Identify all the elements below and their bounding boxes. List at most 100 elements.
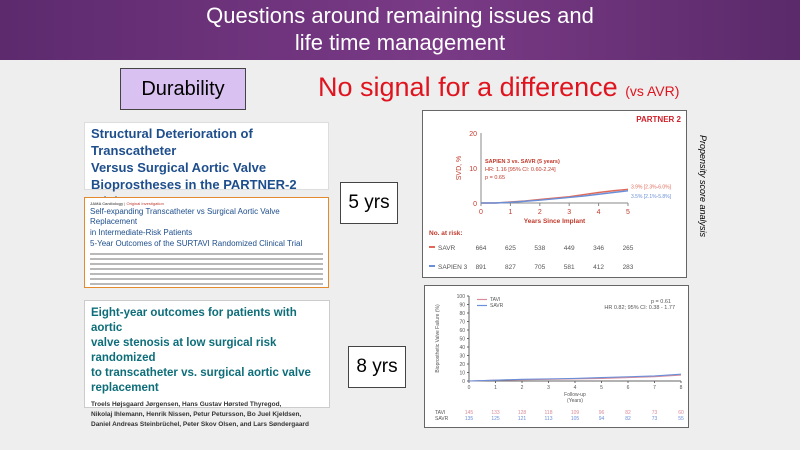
at-risk-row-name: SAVR <box>435 416 449 422</box>
y-tick-label: 80 <box>459 311 465 317</box>
at-risk-label: No. at risk: <box>429 230 463 237</box>
at-risk-value: 128 <box>518 410 527 416</box>
x-tick-label: 6 <box>627 385 630 391</box>
at-risk-value: 82 <box>625 410 631 416</box>
no-signal-small: (vs AVR) <box>625 83 680 99</box>
at-risk-value: 705 <box>534 264 545 271</box>
y-tick-label: 70 <box>459 320 465 326</box>
y-tick-label: 10 <box>469 166 477 173</box>
chart-partner2-svg: PARTNER 2 0 10 20 0 1 2 3 4 5 SVD, % Years Since Im… <box>429 115 682 271</box>
chart-notion: 0 10 20 30 40 50 60 70 80 90 100 0 1 2 3 4 5 6 7 8 Bioprosth… <box>424 285 689 428</box>
at-risk-value: 827 <box>505 264 516 271</box>
paper-title-line: in Intermediate-Risk Patients <box>90 228 193 237</box>
at-risk-value: 265 <box>623 245 634 252</box>
at-risk-value: 73 <box>652 410 658 416</box>
at-risk-value: 73 <box>652 416 658 422</box>
x-tick-label: 0 <box>468 385 471 391</box>
x-tick-label: 5 <box>600 385 603 391</box>
y-tick-label: 20 <box>459 362 465 368</box>
x-tick-label: 3 <box>567 209 571 216</box>
series-end-label: 3.9% [2.3%-6.0%] <box>631 184 672 190</box>
at-risk-value: 283 <box>623 264 634 271</box>
paper-notion-8yr: Eight-year outcomes for patients with ao… <box>84 300 330 428</box>
y-tick-label: 30 <box>459 354 465 360</box>
y-tick-label: 90 <box>459 303 465 309</box>
chart-partner2: PARTNER 2 0 10 20 0 1 2 3 4 5 SVD, % Years Since Im… <box>422 110 687 278</box>
at-risk-row-name: SAVR <box>438 245 456 252</box>
at-risk-value: 96 <box>599 410 605 416</box>
at-risk-row-name: TAVI <box>435 410 445 416</box>
x-tick-label: 7 <box>653 385 656 391</box>
legend-label: TAVI <box>490 297 500 303</box>
paper-title-line: Structural Deterioration of Transcathete… <box>91 126 253 158</box>
x-axis-label: (Years) <box>567 398 583 404</box>
author-line: Daniel Andreas Steinbrüchel, Peter Skov … <box>91 421 309 428</box>
x-tick-label: 1 <box>508 209 512 216</box>
paper-title-line: 5-Year Outcomes of the SURTAVI Randomize… <box>90 239 303 248</box>
x-tick-label: 4 <box>597 209 601 216</box>
series-end-label: 3.5% [2.1%-5.8%] <box>631 194 672 200</box>
y-tick-label: 0 <box>462 379 465 385</box>
at-risk-value: 109 <box>571 410 580 416</box>
y-tick-label: 20 <box>469 131 477 138</box>
y-tick-label: 40 <box>459 345 465 351</box>
header-line-2: life time management <box>294 30 506 55</box>
journal-tag: Original Investigation <box>126 201 164 206</box>
x-axis-label: Years Since Implant <box>524 218 586 225</box>
eight-years-label: 8 yrs <box>348 346 406 388</box>
x-tick-label: 3 <box>547 385 550 391</box>
author-line: Troels Højsgaard Jørgensen, Hans Gustav … <box>91 401 282 408</box>
x-tick-label: 0 <box>479 209 483 216</box>
x-tick-label: 2 <box>538 209 542 216</box>
paper-title-line: valve stenosis at low surgical risk rand… <box>91 337 277 364</box>
chart-annotation: p = 0.65 <box>485 175 505 181</box>
at-risk-value: 55 <box>678 416 684 422</box>
journal-name: JAMA Cardiology <box>90 201 124 206</box>
at-risk-value: 538 <box>534 245 545 252</box>
at-risk-value: 145 <box>465 410 474 416</box>
y-axis-label: SVD, % <box>456 156 463 181</box>
y-tick-label: 10 <box>459 371 465 377</box>
series-line-savr <box>481 188 629 204</box>
x-tick-label: 2 <box>521 385 524 391</box>
header-line-1: Questions around remaining issues and <box>206 3 594 28</box>
at-risk-value: 412 <box>593 264 604 271</box>
author-placeholder-lines <box>90 253 323 285</box>
chart-annotation: SAPIEN 3 vs. SAVR (5 years) <box>485 159 560 165</box>
at-risk-value: 664 <box>476 245 487 252</box>
at-risk-value: 581 <box>564 264 575 271</box>
durability-label: Durability <box>120 68 246 110</box>
at-risk-value: 449 <box>564 245 575 252</box>
paper-title-line: to transcatheter vs. surgical aortic val… <box>91 367 311 379</box>
at-risk-value: 82 <box>625 416 631 422</box>
chart-title: PARTNER 2 <box>636 115 681 124</box>
at-risk-value: 135 <box>465 416 474 422</box>
no-signal-heading: No signal for a difference (vs AVR) <box>318 72 679 103</box>
at-risk-value: 891 <box>476 264 487 271</box>
x-tick-label: 8 <box>680 385 683 391</box>
y-tick-label: 60 <box>459 328 465 334</box>
at-risk-value: 113 <box>545 416 553 422</box>
paper-title-line: Self-expanding Transcatheter vs Surgical… <box>90 207 280 226</box>
series-line-savr <box>468 373 682 382</box>
paper-partner2: Structural Deterioration of Transcathete… <box>84 122 329 209</box>
chart-annotation: p = 0.61 <box>651 299 671 305</box>
paper-authors: Troels Højsgaard Jørgensen, Hans Gustav … <box>91 400 323 430</box>
x-tick-label: 5 <box>626 209 630 216</box>
at-risk-value: 105 <box>571 416 580 422</box>
x-axis-label: Follow-up <box>564 392 586 398</box>
series-line-sapien-3 <box>481 190 629 204</box>
at-risk-value: 125 <box>491 416 500 422</box>
paper-title-line: Eight-year outcomes for patients with ao… <box>91 307 297 334</box>
at-risk-value: 60 <box>678 410 684 416</box>
five-years-label: 5 yrs <box>340 182 398 224</box>
legend-label: SAVR <box>490 303 504 309</box>
y-tick-label: 0 <box>473 201 477 208</box>
paper-journal: JAMA Cardiology | Original Investigation <box>90 201 164 206</box>
slide-header: Questions around remaining issues and li… <box>0 0 800 60</box>
paper-title-line: replacement <box>91 382 159 394</box>
chart-notion-svg: 0 10 20 30 40 50 60 70 80 90 100 0 1 2 3 4 5 6 7 8 Bioprosth… <box>435 294 684 422</box>
propensity-note: Propensity score analysis <box>698 135 708 238</box>
chart-annotation: HR: 1.16 [95% CI: 0.60-2.24] <box>485 167 556 173</box>
at-risk-value: 346 <box>593 245 604 252</box>
